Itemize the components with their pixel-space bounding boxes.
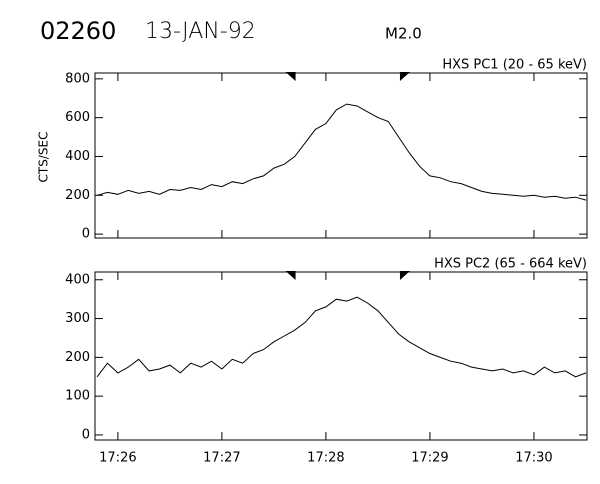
y-tick-label: 400 — [65, 149, 90, 164]
y-tick-label: 0 — [82, 227, 90, 242]
panel-title: HXS PC1 (20 - 65 keV) — [442, 58, 587, 73]
panel-title: HXS PC2 (65 - 664 keV) — [434, 257, 587, 272]
y-tick-label: 200 — [65, 188, 90, 203]
time-marker — [285, 271, 296, 280]
y-tick-label: 100 — [65, 389, 90, 404]
plot-frame — [94, 72, 588, 239]
x-tick-label: 17:26 — [99, 451, 136, 466]
x-tick-label: 17:30 — [515, 451, 552, 466]
time-marker — [399, 271, 410, 280]
event-date: 13-JAN-92 — [145, 19, 256, 44]
y-tick-label: 800 — [65, 71, 90, 86]
y-tick-label: 400 — [65, 272, 90, 287]
x-tick-label: 17:27 — [203, 451, 240, 466]
data-line — [96, 296, 587, 378]
time-marker — [399, 72, 410, 81]
data-line — [96, 103, 587, 201]
y-tick-label: 600 — [65, 110, 90, 125]
y-axis-label: CTS/SEC — [37, 132, 51, 183]
y-tick-label: 200 — [65, 350, 90, 365]
y-tick-label: 0 — [82, 427, 90, 442]
event-id: 02260 — [40, 17, 116, 45]
time-marker — [285, 72, 296, 81]
plot-frame — [94, 271, 588, 441]
x-tick-label: 17:28 — [307, 451, 344, 466]
y-tick-label: 300 — [65, 311, 90, 326]
flare-class: M2.0 — [385, 25, 422, 43]
x-tick-label: 17:29 — [411, 451, 448, 466]
